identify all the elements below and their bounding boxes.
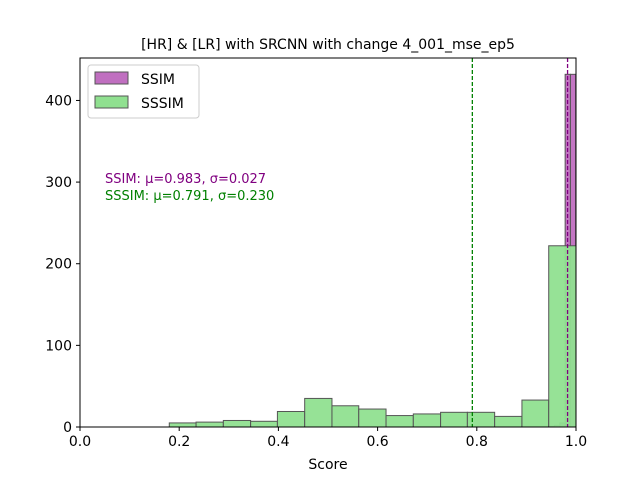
sssim-bar-2	[222, 419, 252, 428]
x-tick-label: 0.2	[168, 434, 190, 450]
y-tick-label: 100	[45, 338, 72, 354]
sssim-bar-5	[304, 397, 333, 428]
x-axis-label: Score	[308, 457, 347, 473]
sssim-bar-9	[412, 413, 442, 428]
ssim-stats-annotation: SSIM: μ=0.983, σ=0.027	[105, 172, 266, 187]
x-tick-label: 0.8	[466, 434, 488, 450]
x-axis-ticks: 0.0 0.2 0.4 0.6 0.8 1.0	[69, 427, 587, 450]
mean-lines	[471, 58, 569, 427]
x-tick-label: 0.0	[69, 434, 91, 450]
y-tick-label: 200	[45, 257, 72, 273]
sssim-bar-11	[466, 411, 496, 428]
sssim-bar-8	[385, 415, 414, 428]
legend-sssim-label: SSSIM	[141, 96, 184, 112]
sssim-bar-1	[195, 421, 224, 428]
axes-frame	[79, 57, 577, 428]
sssim-bar-12	[494, 415, 523, 428]
chart-title: [HR] & [LR] with SRCNN with change 4_001…	[141, 37, 515, 53]
x-tick-label: 0.6	[366, 434, 388, 450]
sssim-bar-7	[358, 408, 387, 428]
sssim-bar-6	[331, 405, 360, 428]
sssim-bar-10	[440, 411, 468, 428]
y-tick-label: 400	[45, 93, 72, 109]
y-axis-ticks: 0 100 200 300 400	[45, 93, 80, 436]
sssim-bar-0	[168, 422, 197, 428]
sssim-bar-13	[521, 399, 550, 428]
x-tick-label: 0.4	[267, 434, 289, 450]
sssim-bar-4	[276, 410, 306, 428]
legend-ssim-label: SSIM	[141, 72, 175, 88]
y-tick-label: 300	[45, 175, 72, 191]
sssim-bars	[168, 245, 577, 428]
legend: SSIM SSSIM	[87, 64, 200, 119]
sssim-bar-14	[548, 245, 577, 428]
sssim-bar-3	[250, 420, 278, 428]
x-tick-label: 1.0	[565, 434, 587, 450]
legend-ssim-swatch	[94, 71, 129, 85]
legend-sssim-swatch	[94, 95, 129, 109]
y-tick-label: 0	[63, 420, 72, 436]
sssim-stats-annotation: SSSIM: μ=0.791, σ=0.230	[105, 189, 274, 204]
